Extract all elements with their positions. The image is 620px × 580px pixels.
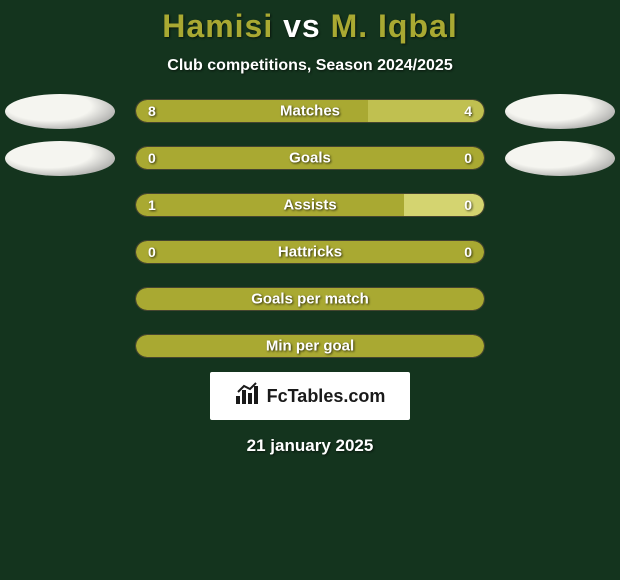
subtitle: Club competitions, Season 2024/2025 (167, 57, 452, 75)
stat-value-right: 0 (464, 244, 472, 260)
player2-name: M. Iqbal (331, 8, 458, 44)
stat-value-left: 0 (148, 244, 156, 260)
page-title: Hamisi vs M. Iqbal (162, 8, 457, 45)
stat-row: 0 Hattricks 0 (0, 240, 620, 264)
player1-name: Hamisi (162, 8, 273, 44)
player-icon-left (5, 141, 115, 176)
stat-row: Min per goal (0, 334, 620, 358)
stat-value-right: 0 (464, 197, 472, 213)
bar-fill-left (136, 194, 404, 216)
stat-row: Goals per match (0, 287, 620, 311)
stat-bar: 0 Goals 0 (135, 146, 485, 170)
chart-icon (235, 382, 261, 410)
stat-bar: 0 Hattricks 0 (135, 240, 485, 264)
stat-value-right: 4 (464, 103, 472, 119)
bar-fill-left (136, 147, 310, 169)
stat-label: Hattricks (278, 244, 342, 261)
stat-label: Goals per match (251, 291, 369, 308)
stat-label: Assists (283, 197, 336, 214)
stat-bar: 8 Matches 4 (135, 99, 485, 123)
stats-area: 8 Matches 4 0 Goals 0 1 Assists 0 0 Hattricks 0 Goal… (0, 99, 620, 358)
stat-bar: 1 Assists 0 (135, 193, 485, 217)
stat-label: Matches (280, 103, 340, 120)
stat-row: 0 Goals 0 (0, 146, 620, 170)
player-icon-right (505, 141, 615, 176)
date-text: 21 january 2025 (247, 436, 374, 456)
stat-value-right: 0 (464, 150, 472, 166)
player-icon-right (505, 94, 615, 129)
vs-text: vs (283, 8, 321, 44)
stat-row: 1 Assists 0 (0, 193, 620, 217)
player-icon-left (5, 94, 115, 129)
bar-fill-right (310, 147, 484, 169)
stat-bar: Min per goal (135, 334, 485, 358)
stat-value-left: 8 (148, 103, 156, 119)
comparison-card: Hamisi vs M. Iqbal Club competitions, Se… (0, 0, 620, 580)
stat-bar: Goals per match (135, 287, 485, 311)
stat-value-left: 0 (148, 150, 156, 166)
stat-label: Min per goal (266, 338, 354, 355)
stat-row: 8 Matches 4 (0, 99, 620, 123)
brand-text: FcTables.com (267, 386, 386, 407)
stat-value-left: 1 (148, 197, 156, 213)
stat-label: Goals (289, 150, 331, 167)
brand-badge[interactable]: FcTables.com (210, 372, 410, 420)
